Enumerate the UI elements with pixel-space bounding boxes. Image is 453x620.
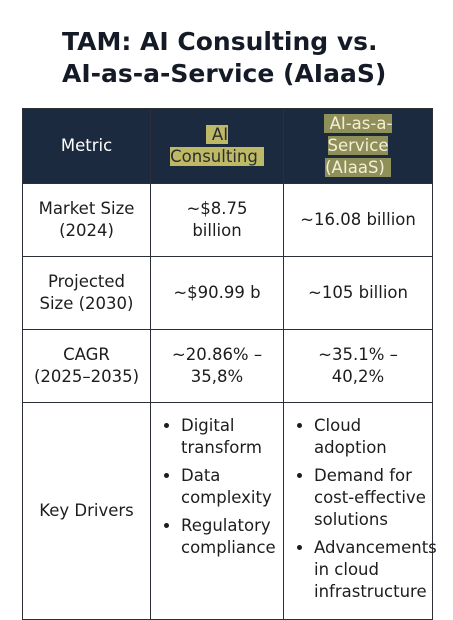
row: Projected Size (2030) ~$90.99 b ~105 bil…: [22, 256, 433, 330]
driver-item: Advancements in cloud infrastructure: [314, 537, 437, 603]
cell: Projected Size (2030): [22, 256, 151, 330]
header-text: AI Consulting: [170, 125, 264, 166]
driver-item: Regulatory compliance: [181, 515, 277, 559]
row: CAGR (2025–2035) ~20.86% – 35,8% ~35.1% …: [22, 329, 433, 403]
driver-list: Cloud adoption Demand for cost-effective …: [298, 415, 437, 603]
cell: ~105 billion: [283, 256, 433, 330]
cell: ~20.86% – 35,8%: [150, 329, 284, 403]
driver-item: Digital transform: [181, 415, 277, 459]
header-cell: AI Consulting: [150, 108, 284, 184]
driver-item: Data complexity: [181, 465, 277, 509]
driver-item: Cloud adoption: [314, 415, 426, 459]
cell: CAGR (2025–2035): [22, 329, 151, 403]
header-text: Metric: [60, 136, 113, 155]
header-cell: Metric: [22, 108, 151, 184]
driver-list: Digital transform Data complexity Regulato…: [165, 415, 277, 559]
cell: ~$90.99 b: [150, 256, 284, 330]
row: Key Drivers Digital transform Data comple…: [22, 402, 437, 620]
row: Market Size (2024) ~$8.75 billion ~16.08…: [22, 183, 433, 257]
cell: Cloud adoption Demand for cost-effective …: [283, 402, 437, 620]
cell: Key Drivers: [22, 402, 151, 620]
header-row: Metric AI Consulting AI-as-a-Service (AI…: [22, 108, 433, 184]
cell: ~16.08 billion: [283, 183, 433, 257]
cell: Digital transform Data complexity Regulato…: [150, 402, 284, 620]
header-cell: AI-as-a-Service (AIaaS): [283, 108, 433, 184]
header-text: AI-as-a-Service (AIaaS): [323, 114, 393, 177]
cell: Market Size (2024): [22, 183, 151, 257]
page: TAM: AI Consulting vs. AI-as-a-Service (…: [0, 0, 453, 600]
driver-item: Demand for cost-effective solutions: [314, 465, 426, 531]
cell: ~35.1% – 40,2%: [283, 329, 433, 403]
comparison-table: Metric AI Consulting AI-as-a-Service (AI…: [22, 108, 437, 620]
title: TAM: AI Consulting vs. AI-as-a-Service (…: [62, 27, 387, 88]
cell: ~$8.75 billion: [150, 183, 284, 257]
